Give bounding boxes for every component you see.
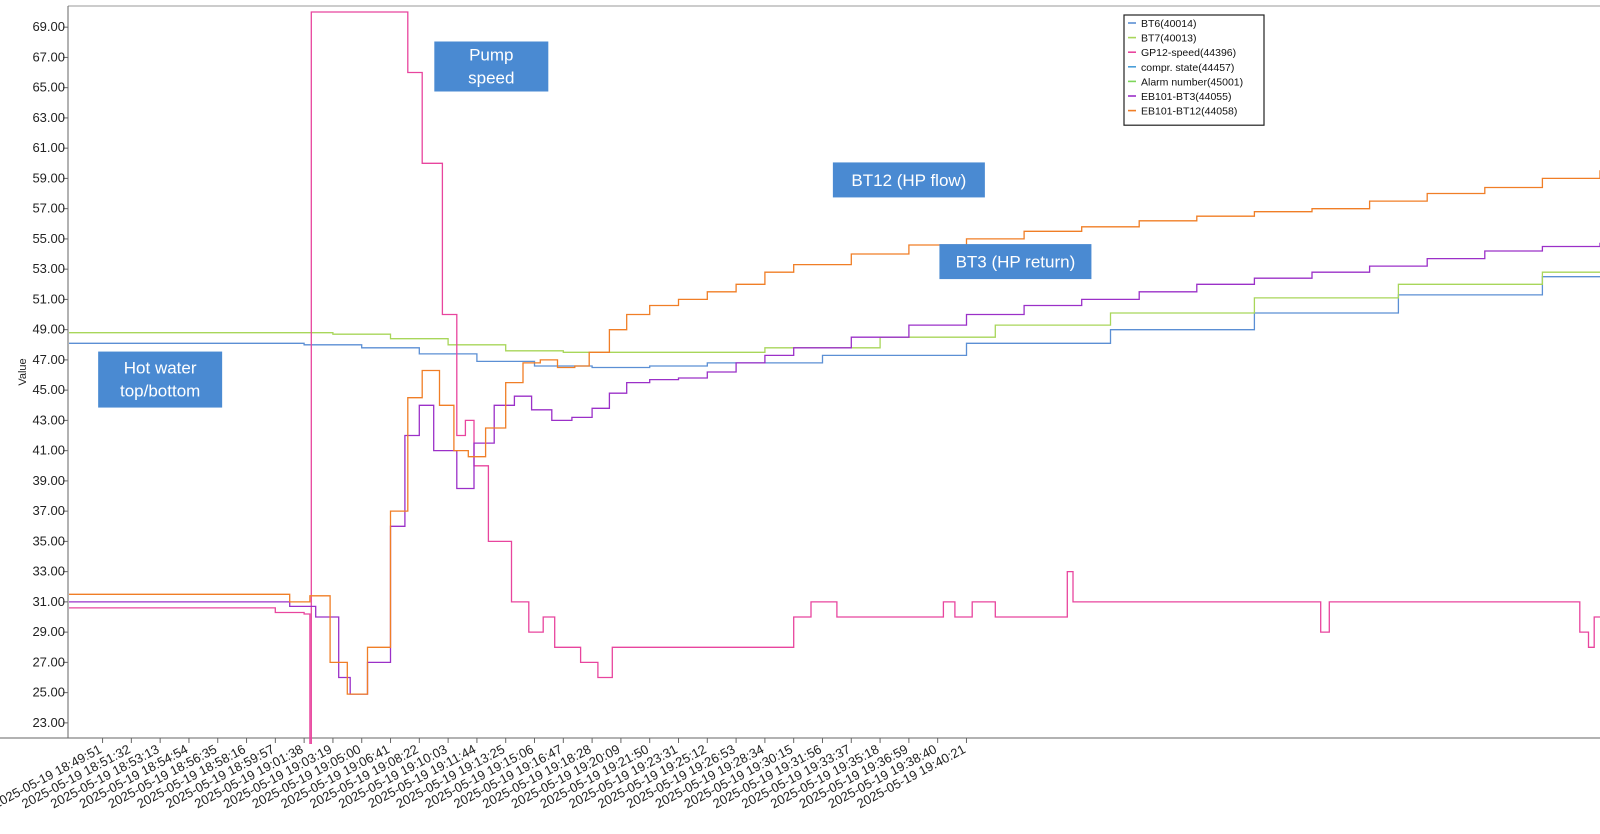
legend-item[interactable]: EB101-BT3(44055) <box>1128 91 1231 103</box>
y-tick-label: 25.00 <box>32 685 65 700</box>
y-tick-label: 39.00 <box>32 473 65 488</box>
series-line-5[interactable] <box>68 239 1600 695</box>
legend-label: BT7(40013) <box>1141 33 1196 45</box>
legend-item[interactable]: BT7(40013) <box>1128 33 1196 45</box>
annotation-label: Pump speed <box>468 45 514 87</box>
legend-label: EB101-BT12(44058) <box>1141 106 1237 118</box>
annotations: Pump speed BT12 (HP flow) BT3 (HP return) Ho… <box>98 41 1092 408</box>
annotation-bg <box>832 162 985 198</box>
annotation-bg <box>434 41 549 92</box>
annotation-box: BT12 (HP flow) <box>832 162 985 198</box>
y-tick-label: 67.00 <box>32 49 65 64</box>
legend-item[interactable]: Alarm number(45001) <box>1128 76 1243 88</box>
y-tick-label: 49.00 <box>32 322 65 337</box>
annotation-box: BT3 (HP return) <box>939 244 1092 280</box>
y-tick-label: 47.00 <box>32 352 65 367</box>
y-tick-label: 43.00 <box>32 412 65 427</box>
y-tick-label: 27.00 <box>32 654 65 669</box>
legend-label: compr. state(44457) <box>1141 62 1234 74</box>
legend[interactable]: BT6(40014) BT7(40013) GP12-speed(44396) com… <box>1123 14 1265 126</box>
legend-label: GP12-speed(44396) <box>1141 47 1236 59</box>
series-line-0[interactable] <box>68 259 1600 369</box>
annotation-box: Hot water top/bottom <box>98 351 223 408</box>
series-line-6[interactable] <box>68 162 1600 695</box>
legend-item[interactable]: GP12-speed(44396) <box>1128 47 1236 59</box>
y-tick-label: 37.00 <box>32 503 65 518</box>
y-axis-title: Value <box>17 358 29 385</box>
y-tick-label: 57.00 <box>32 201 65 216</box>
y-tick-label: 35.00 <box>32 533 65 548</box>
axes: 23.00 25.00 27.00 29.00 31.00 33.00 35.00 37.00… <box>0 5 1600 811</box>
y-tick-label: 51.00 <box>32 291 65 306</box>
y-tick-label: 61.00 <box>32 140 65 155</box>
legend-item[interactable]: EB101-BT12(44058) <box>1128 106 1237 118</box>
y-tick-label: 63.00 <box>32 110 65 125</box>
y-tick-label: 45.00 <box>32 382 65 397</box>
legend-box <box>1123 14 1265 126</box>
series-line-2[interactable] <box>68 11 1600 746</box>
annotation-label: BT12 (HP flow) <box>851 171 966 190</box>
y-tick-label: 31.00 <box>32 594 65 609</box>
annotation-bg <box>939 244 1092 280</box>
y-tick-label: 59.00 <box>32 170 65 185</box>
legend-label: Alarm number(45001) <box>1141 76 1243 88</box>
y-tick-label: 65.00 <box>32 80 65 95</box>
annotation-box: Pump speed <box>434 41 549 92</box>
series-line-1[interactable] <box>68 251 1600 353</box>
y-tick-label: 69.00 <box>32 19 65 34</box>
y-tick-label: 41.00 <box>32 443 65 458</box>
legend-item[interactable]: compr. state(44457) <box>1128 62 1234 74</box>
annotation-label: BT3 (HP return) <box>956 253 1076 272</box>
y-tick-label: 53.00 <box>32 261 65 276</box>
legend-item[interactable]: BT6(40014) <box>1128 18 1196 30</box>
y-tick-label: 29.00 <box>32 624 65 639</box>
legend-label: EB101-BT3(44055) <box>1141 91 1231 103</box>
y-tick-label: 23.00 <box>32 715 65 730</box>
annotation-label: Hot water top/bottom <box>120 359 200 401</box>
series-layer <box>68 11 1600 746</box>
y-tick-label: 33.00 <box>32 564 65 579</box>
annotation-bg <box>98 351 223 408</box>
legend-label: BT6(40014) <box>1141 18 1196 30</box>
y-tick-label: 55.00 <box>32 231 65 246</box>
